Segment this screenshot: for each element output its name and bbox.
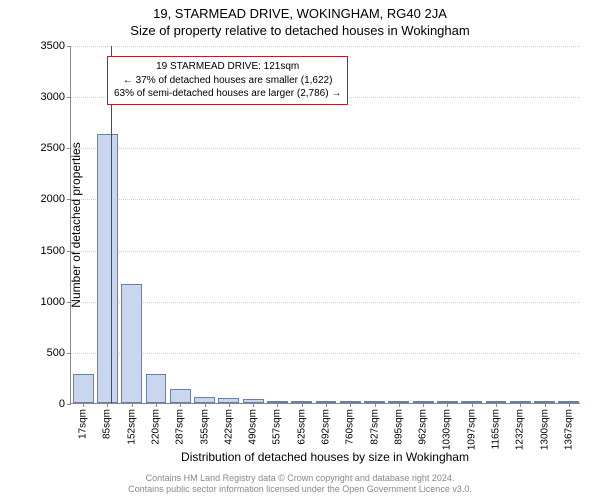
chart-container: 19, STARMEAD DRIVE, WOKINGHAM, RG40 2JA … [0, 0, 600, 500]
annotation-box: 19 STARMEAD DRIVE: 121sqm← 37% of detach… [107, 56, 348, 105]
x-tick-label: 625sqm [296, 409, 307, 445]
grid-line [71, 199, 580, 200]
annotation-line-0: 19 STARMEAD DRIVE: 121sqm [114, 60, 341, 74]
histogram-bar [146, 374, 167, 403]
x-tick-label: 895sqm [393, 409, 404, 445]
x-tick-label: 17sqm [78, 409, 89, 439]
y-tick-mark [67, 404, 71, 405]
y-tick-label: 1000 [41, 296, 65, 308]
x-tick-mark [253, 403, 254, 407]
histogram-bar [121, 284, 142, 403]
x-tick-label: 1097sqm [466, 409, 477, 450]
plot-region: 050010001500200025003000350017sqm85sqm15… [70, 46, 580, 404]
x-tick-mark [472, 403, 473, 407]
x-tick-label: 1300sqm [539, 409, 550, 450]
x-tick-label: 760sqm [345, 409, 356, 445]
x-tick-label: 1165sqm [491, 409, 502, 449]
x-tick-mark [229, 403, 230, 407]
y-tick-label: 3000 [41, 91, 65, 103]
histogram-bar [170, 389, 191, 403]
x-tick-label: 692sqm [321, 409, 332, 445]
x-tick-mark [496, 403, 497, 407]
x-tick-mark [423, 403, 424, 407]
x-tick-mark [350, 403, 351, 407]
y-tick-label: 2500 [41, 142, 65, 154]
chart-footer: Contains HM Land Registry data © Crown c… [0, 473, 600, 496]
x-tick-label: 1232sqm [515, 409, 526, 450]
footer-line-2: Contains public sector information licen… [0, 484, 600, 496]
x-tick-mark [132, 403, 133, 407]
x-tick-mark [83, 403, 84, 407]
x-tick-label: 422sqm [223, 409, 234, 445]
x-tick-mark [399, 403, 400, 407]
y-tick-label: 0 [59, 398, 65, 410]
grid-line [71, 148, 580, 149]
x-tick-mark [205, 403, 206, 407]
x-tick-mark [277, 403, 278, 407]
x-tick-label: 1367sqm [563, 409, 574, 450]
y-tick-label: 2000 [41, 193, 65, 205]
x-tick-mark [107, 403, 108, 407]
chart-title: 19, STARMEAD DRIVE, WOKINGHAM, RG40 2JA [0, 0, 600, 21]
x-tick-label: 962sqm [418, 409, 429, 445]
x-tick-mark [447, 403, 448, 407]
footer-line-1: Contains HM Land Registry data © Crown c… [0, 473, 600, 485]
annotation-line-1: ← 37% of detached houses are smaller (1,… [114, 74, 341, 88]
x-tick-label: 287sqm [175, 409, 186, 445]
x-tick-mark [326, 403, 327, 407]
grid-line [71, 302, 580, 303]
y-tick-label: 1500 [41, 245, 65, 257]
x-tick-label: 220sqm [151, 409, 162, 445]
x-tick-mark [375, 403, 376, 407]
chart-subtitle: Size of property relative to detached ho… [0, 21, 600, 38]
x-tick-label: 827sqm [369, 409, 380, 445]
x-tick-mark [569, 403, 570, 407]
histogram-bar [73, 374, 94, 403]
grid-line [71, 251, 580, 252]
annotation-line-2: 63% of semi-detached houses are larger (… [114, 87, 341, 101]
x-tick-mark [545, 403, 546, 407]
x-tick-mark [520, 403, 521, 407]
plot-area: 050010001500200025003000350017sqm85sqm15… [70, 46, 580, 404]
y-tick-mark [67, 46, 71, 47]
x-tick-mark [302, 403, 303, 407]
y-axis-label: Number of detached properties [69, 75, 83, 375]
x-tick-label: 557sqm [272, 409, 283, 445]
y-tick-label: 500 [47, 347, 65, 359]
x-tick-label: 152sqm [126, 409, 137, 445]
x-tick-label: 355sqm [199, 409, 210, 445]
y-tick-label: 3500 [41, 40, 65, 52]
x-tick-mark [180, 403, 181, 407]
histogram-bar [97, 134, 118, 403]
grid-line [71, 46, 580, 47]
x-tick-label: 85sqm [102, 409, 113, 439]
x-axis-label: Distribution of detached houses by size … [70, 450, 580, 464]
x-tick-label: 490sqm [248, 409, 259, 445]
x-tick-label: 1030sqm [442, 409, 453, 450]
grid-line [71, 353, 580, 354]
x-tick-mark [156, 403, 157, 407]
